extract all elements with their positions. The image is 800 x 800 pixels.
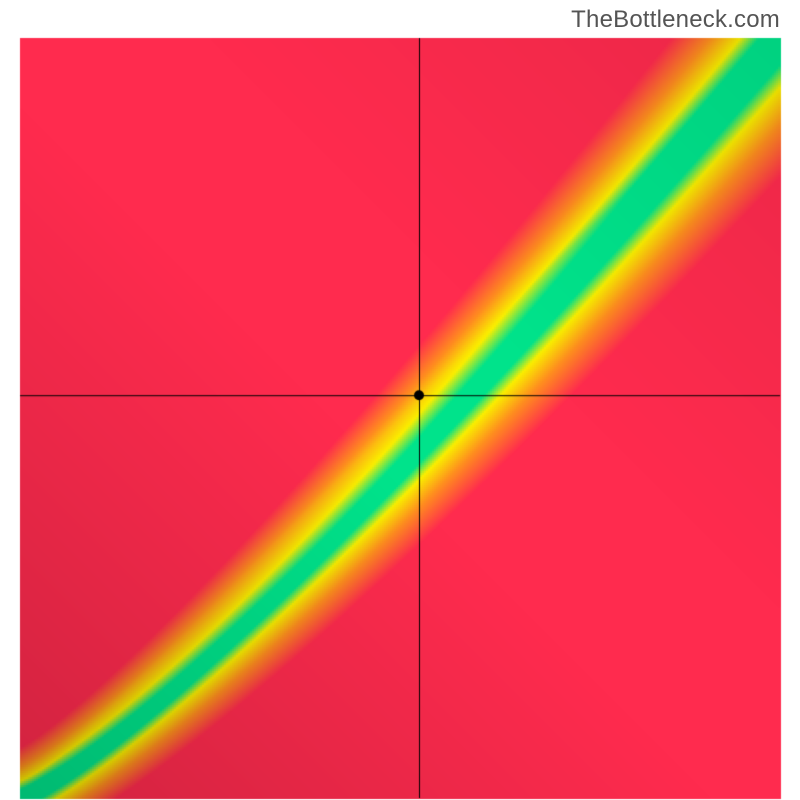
watermark-text: TheBottleneck.com xyxy=(571,6,780,34)
bottleneck-heatmap xyxy=(0,0,800,800)
